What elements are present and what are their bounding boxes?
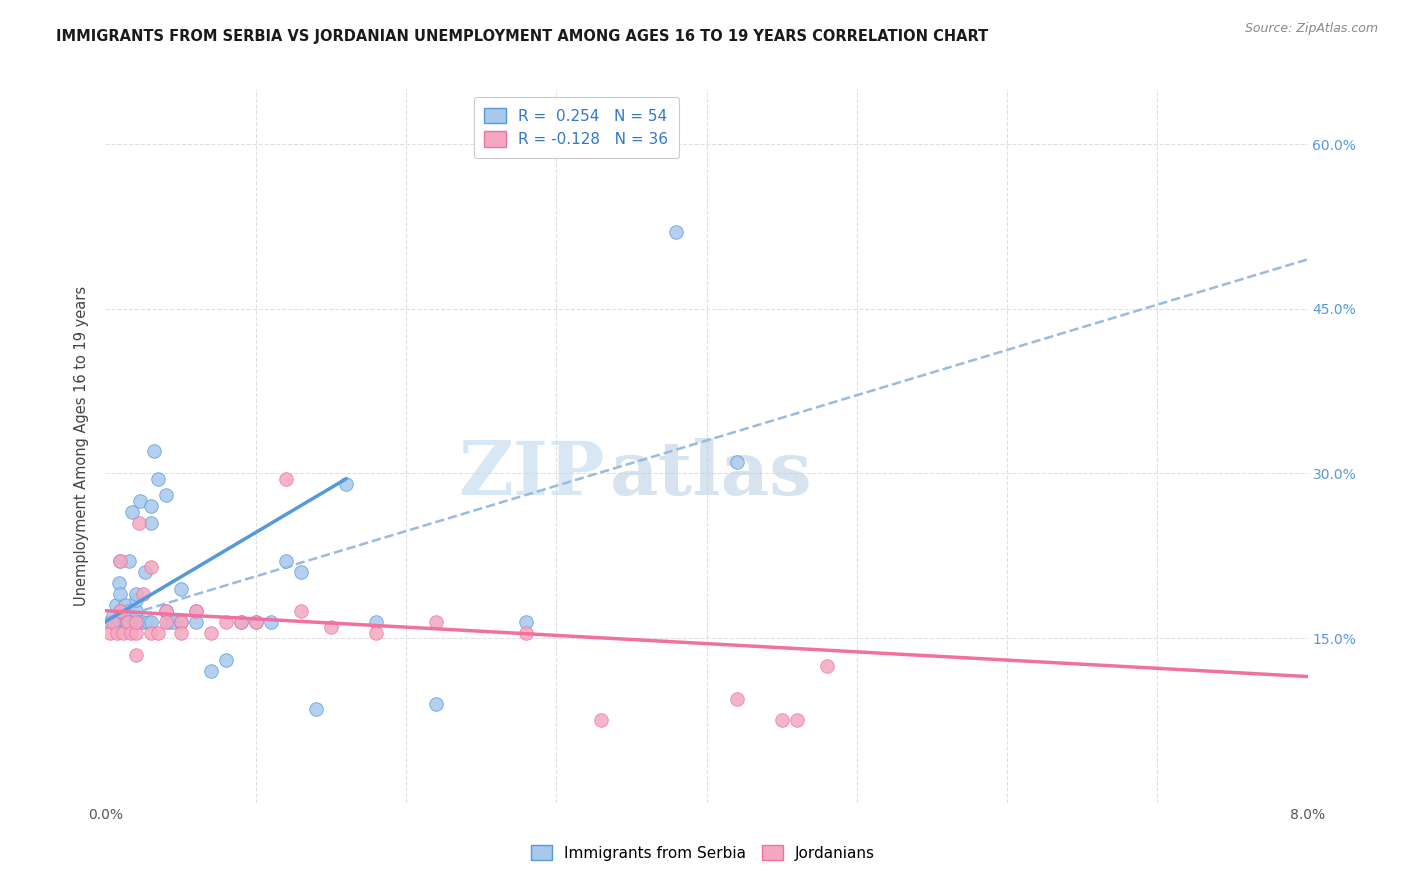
- Point: [274, 472, 297, 486]
- Point: [117, 615, 139, 629]
- Point: [184, 604, 207, 618]
- Point: [104, 598, 127, 612]
- Point: [128, 516, 150, 530]
- Point: [117, 615, 139, 629]
- Text: ZIP: ZIP: [458, 438, 605, 511]
- Point: [134, 566, 156, 580]
- Point: [157, 615, 180, 629]
- Point: [184, 604, 207, 618]
- Point: [110, 615, 132, 629]
- Point: [515, 615, 537, 629]
- Point: [591, 714, 613, 728]
- Legend: Immigrants from Serbia, Jordanians: Immigrants from Serbia, Jordanians: [523, 837, 883, 868]
- Point: [98, 615, 121, 629]
- Point: [184, 615, 207, 629]
- Point: [335, 477, 357, 491]
- Point: [136, 615, 159, 629]
- Point: [169, 615, 191, 629]
- Point: [229, 615, 252, 629]
- Point: [146, 472, 169, 486]
- Point: [122, 615, 145, 629]
- Point: [110, 554, 132, 568]
- Point: [117, 604, 139, 618]
- Point: [155, 604, 177, 618]
- Point: [425, 615, 447, 629]
- Point: [260, 615, 283, 629]
- Point: [115, 615, 138, 629]
- Point: [274, 554, 297, 568]
- Point: [155, 604, 177, 618]
- Point: [120, 625, 142, 640]
- Point: [101, 615, 124, 629]
- Point: [110, 554, 132, 568]
- Point: [290, 566, 312, 580]
- Point: [290, 604, 312, 618]
- Point: [114, 598, 136, 612]
- Y-axis label: Unemployment Among Ages 16 to 19 years: Unemployment Among Ages 16 to 19 years: [75, 286, 90, 606]
- Point: [142, 444, 165, 458]
- Point: [112, 625, 135, 640]
- Point: [124, 625, 146, 640]
- Point: [200, 625, 222, 640]
- Point: [107, 625, 129, 640]
- Point: [110, 604, 132, 618]
- Point: [229, 615, 252, 629]
- Point: [108, 576, 131, 591]
- Point: [364, 615, 387, 629]
- Point: [155, 615, 177, 629]
- Point: [169, 582, 191, 596]
- Point: [364, 625, 387, 640]
- Point: [124, 587, 146, 601]
- Point: [139, 625, 162, 640]
- Point: [665, 225, 688, 239]
- Text: IMMIGRANTS FROM SERBIA VS JORDANIAN UNEMPLOYMENT AMONG AGES 16 TO 19 YEARS CORRE: IMMIGRANTS FROM SERBIA VS JORDANIAN UNEM…: [56, 29, 988, 44]
- Point: [121, 505, 143, 519]
- Point: [425, 697, 447, 711]
- Point: [124, 615, 146, 629]
- Point: [305, 702, 328, 716]
- Point: [128, 615, 150, 629]
- Legend: R =  0.254   N = 54, R = -0.128   N = 36: R = 0.254 N = 54, R = -0.128 N = 36: [474, 97, 679, 158]
- Point: [815, 658, 838, 673]
- Point: [146, 625, 169, 640]
- Point: [110, 604, 132, 618]
- Point: [200, 664, 222, 678]
- Point: [725, 691, 748, 706]
- Point: [169, 625, 191, 640]
- Point: [245, 615, 267, 629]
- Point: [132, 615, 155, 629]
- Point: [214, 615, 236, 629]
- Point: [515, 625, 537, 640]
- Point: [139, 559, 162, 574]
- Point: [118, 554, 141, 568]
- Point: [770, 714, 793, 728]
- Point: [139, 516, 162, 530]
- Point: [98, 625, 121, 640]
- Text: atlas: atlas: [610, 438, 813, 511]
- Point: [169, 615, 191, 629]
- Point: [124, 648, 146, 662]
- Point: [124, 592, 146, 607]
- Point: [110, 587, 132, 601]
- Point: [245, 615, 267, 629]
- Point: [129, 494, 152, 508]
- Point: [155, 488, 177, 502]
- Point: [120, 615, 142, 629]
- Point: [319, 620, 342, 634]
- Point: [107, 620, 129, 634]
- Point: [112, 615, 135, 629]
- Point: [214, 653, 236, 667]
- Point: [124, 615, 146, 629]
- Point: [139, 615, 162, 629]
- Point: [101, 609, 124, 624]
- Point: [725, 455, 748, 469]
- Point: [139, 500, 162, 514]
- Point: [162, 615, 184, 629]
- Point: [132, 587, 155, 601]
- Text: Source: ZipAtlas.com: Source: ZipAtlas.com: [1244, 22, 1378, 36]
- Point: [124, 604, 146, 618]
- Point: [786, 714, 808, 728]
